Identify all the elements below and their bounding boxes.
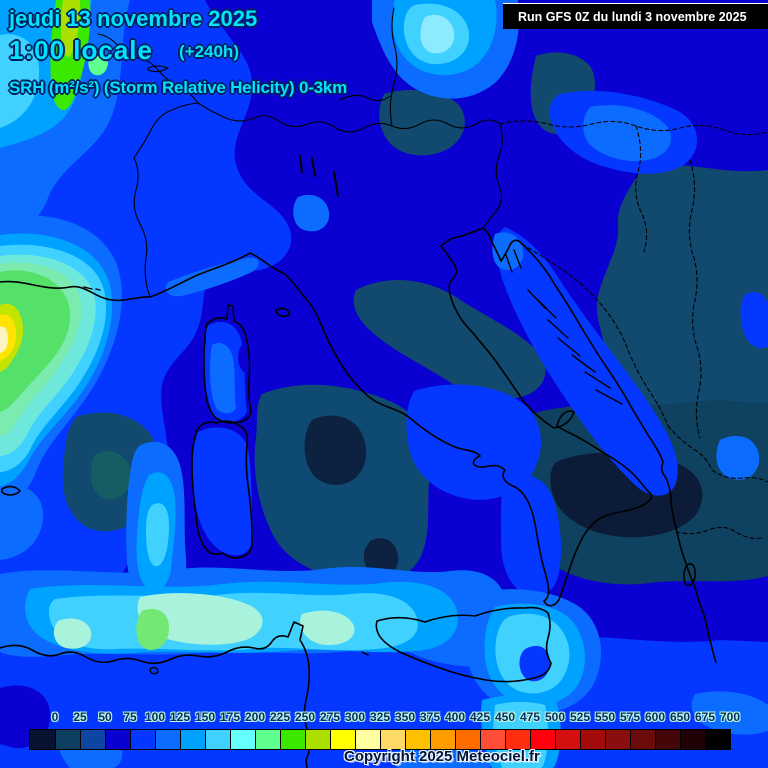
dalmatian-islands	[505, 249, 623, 405]
colorbar-tick-label: 25	[73, 710, 87, 724]
colorbar-tick-label: 325	[369, 710, 391, 724]
colorbar-tick-label: 350	[394, 710, 416, 724]
colorbar-tick-label: 200	[244, 710, 266, 724]
colorbar-tick-label: 375	[419, 710, 441, 724]
valid-time-row: 1:00 locale (+240h)	[9, 35, 347, 66]
colorbar-tick-label: 525	[569, 710, 591, 724]
colorbar-tick-label: 175	[219, 710, 241, 724]
colorbar-cells	[29, 729, 731, 750]
colorbar-cell	[530, 730, 555, 749]
map-header: jeudi 13 novembre 2025 1:00 locale (+240…	[9, 6, 347, 98]
colorbar-tick-label: 650	[669, 710, 691, 724]
colorbar-cell	[455, 730, 480, 749]
colorbar-tick-label: 150	[194, 710, 216, 724]
colorbar-tick-label: 450	[494, 710, 516, 724]
colorbar-cell	[405, 730, 430, 749]
coastlines	[0, 155, 717, 768]
colorbar-tick-label: 0	[51, 710, 59, 724]
colorbar-cell	[280, 730, 305, 749]
colorbar-tick-label: 250	[294, 710, 316, 724]
colorbar-tick-label: 300	[344, 710, 366, 724]
colorbar-tick-label: 50	[98, 710, 112, 724]
menorca-island	[1, 485, 21, 496]
colorbar-cell	[430, 730, 455, 749]
colorbar-cell	[180, 730, 205, 749]
copyright-label: Copyright 2025 Meteociel.fr	[344, 748, 540, 765]
corfu-island	[683, 563, 696, 587]
colorbar-cell	[555, 730, 580, 749]
colorbar-cell	[80, 730, 105, 749]
france-italy-balkan-coast	[0, 227, 717, 663]
colorbar-tick-label: 500	[544, 710, 566, 724]
colorbar-tick-label: 75	[123, 710, 137, 724]
colorbar-cell	[130, 730, 155, 749]
colorbar-cell	[480, 730, 505, 749]
colorbar-tick-label: 575	[619, 710, 641, 724]
forecast-offset: (+240h)	[178, 42, 239, 61]
colorbar-tick-label: 125	[169, 710, 191, 724]
small-islands	[83, 286, 369, 675]
alpine-lakes	[299, 155, 339, 197]
colorbar-tick-label: 700	[719, 710, 741, 724]
colorbar-cell	[355, 730, 380, 749]
colorbar-tick-label: 425	[469, 710, 491, 724]
colorbar-tick-label: 400	[444, 710, 466, 724]
colorbar-cell	[505, 730, 530, 749]
model-run-box: Run GFS 0Z du lundi 3 novembre 2025	[503, 3, 768, 29]
sardinia-coast	[191, 420, 253, 559]
parameter-label: SRH (m²/s²) (Storm Relative Helicity) 0-…	[9, 78, 348, 97]
colorbar-cell	[230, 730, 255, 749]
colorbar-labels: 0 25 50 75 100 125 150 175 200 225 250 275 300 325 350…	[0, 710, 768, 726]
colorbar-tick-label: 600	[644, 710, 666, 724]
colorbar-tick-label: 275	[319, 710, 341, 724]
colorbar-cell	[330, 730, 355, 749]
colorbar-tick-label: 675	[694, 710, 716, 724]
colorbar-cell	[630, 730, 655, 749]
colorbar-cell	[655, 730, 680, 749]
valid-time: 1:00 locale	[9, 35, 153, 65]
colorbar-cell	[55, 730, 80, 749]
colorbar-tick-label: 550	[594, 710, 616, 724]
colorbar-tick-label: 100	[144, 710, 166, 724]
model-run-label: Run GFS 0Z du lundi 3 novembre 2025	[518, 9, 747, 24]
colorbar-cell	[380, 730, 405, 749]
colorbar-cell	[680, 730, 705, 749]
colorbar-cell	[155, 730, 180, 749]
colorbar-cell	[305, 730, 330, 749]
corsica-coast	[203, 304, 252, 424]
colorbar-cell	[705, 730, 730, 749]
africa-coast	[0, 621, 311, 768]
colorbar-cell	[105, 730, 130, 749]
colorbar-tick-label: 475	[519, 710, 541, 724]
colorbar-cell	[30, 730, 55, 749]
country-borders	[97, 7, 768, 539]
colorbar-cell	[580, 730, 605, 749]
sicily-coast	[375, 606, 552, 683]
elba-island	[275, 307, 290, 317]
colorbar-cell	[205, 730, 230, 749]
colorbar-cell	[255, 730, 280, 749]
valid-date: jeudi 13 novembre 2025	[9, 6, 258, 31]
colorbar-tick-label: 225	[269, 710, 291, 724]
colorbar-cell	[605, 730, 630, 749]
